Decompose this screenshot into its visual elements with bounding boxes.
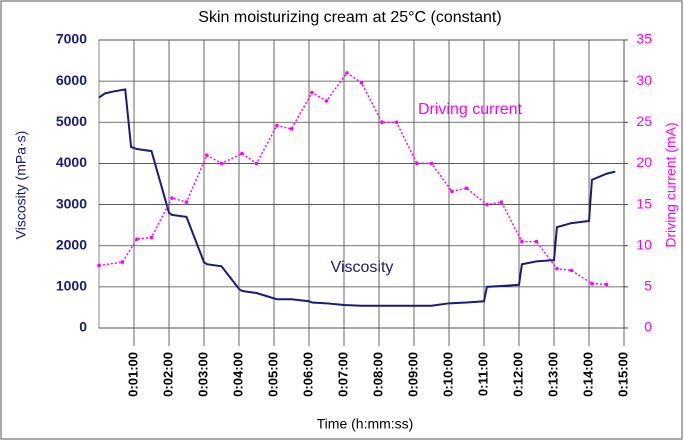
x-tick-label: 0:13:00 <box>545 352 560 397</box>
series-line <box>98 71 607 286</box>
y2-tick-label: 35 <box>636 31 652 47</box>
x-tick-label: 0:09:00 <box>405 352 420 397</box>
data-point <box>429 161 434 166</box>
data-point <box>205 153 209 157</box>
x-tick-label: 0:03:00 <box>195 352 210 397</box>
y-tick-label: 6000 <box>56 72 87 88</box>
y2-axis-label: Driving current (mA) <box>663 122 679 247</box>
data-point <box>289 127 294 131</box>
data-point <box>569 268 574 273</box>
data-point <box>450 189 454 194</box>
x-tick-label: 0:11:00 <box>475 352 490 396</box>
y2-tick-label: 10 <box>636 236 652 252</box>
y2-tick-label: 20 <box>636 154 652 170</box>
y-tick-label: 4000 <box>56 154 87 170</box>
x-tick-label: 0:06:00 <box>300 352 315 397</box>
data-point <box>310 90 314 95</box>
data-point <box>240 151 244 156</box>
data-point <box>254 161 259 166</box>
x-tick-label: 0:15:00 <box>615 352 630 397</box>
data-point <box>604 282 609 287</box>
y-tick-label: 5000 <box>56 113 87 129</box>
data-point <box>97 263 101 268</box>
data-point <box>219 161 224 166</box>
data-point <box>555 266 559 271</box>
data-point <box>534 239 539 244</box>
data-point <box>184 200 189 204</box>
x-tick-label: 0:08:00 <box>370 352 385 397</box>
data-point <box>324 99 329 103</box>
data-point <box>170 196 174 200</box>
y-tick-label: 1000 <box>56 278 87 294</box>
data-point <box>394 120 399 125</box>
data-point <box>499 200 504 204</box>
y-axis-label: Viscosity (mPa·s) <box>13 131 29 240</box>
x-axis-label: Time (h:mm:ss) <box>317 416 414 432</box>
x-tick-label: 0:14:00 <box>580 352 595 397</box>
y2-tick-label: 15 <box>636 195 652 211</box>
annotation: Driving current <box>418 101 523 118</box>
data-point <box>590 281 594 286</box>
data-point <box>464 186 469 190</box>
annotation: Viscosity <box>331 259 394 276</box>
y-tick-label: 3000 <box>56 195 87 211</box>
y-tick-label: 0 <box>79 319 87 335</box>
data-point <box>485 202 489 207</box>
y-tick-label: 2000 <box>56 236 87 252</box>
y-tick-label: 7000 <box>56 31 87 47</box>
data-point <box>120 260 125 264</box>
series-line <box>98 88 616 307</box>
y2-tick-label: 25 <box>636 113 652 129</box>
x-tick-label: 0:02:00 <box>160 352 175 397</box>
x-tick-label: 0:12:00 <box>510 352 525 397</box>
y2-tick-label: 5 <box>644 278 652 294</box>
data-point <box>415 161 419 166</box>
y2-tick-label: 0 <box>644 319 652 335</box>
x-tick-label: 0:01:00 <box>125 352 140 397</box>
x-tick-label: 0:10:00 <box>440 352 455 397</box>
chart-title: Skin moisturizing cream at 25°C (constan… <box>198 9 501 26</box>
y2-tick-label: 30 <box>636 72 652 88</box>
x-tick-label: 0:05:00 <box>265 352 280 397</box>
data-point <box>275 123 279 128</box>
data-point <box>380 120 384 125</box>
data-point <box>520 239 524 244</box>
data-point <box>135 237 139 241</box>
data-point <box>149 235 154 240</box>
x-tick-label: 0:04:00 <box>230 352 245 397</box>
data-point <box>345 71 349 75</box>
x-tick-label: 0:07:00 <box>335 352 350 397</box>
data-point <box>359 80 364 85</box>
